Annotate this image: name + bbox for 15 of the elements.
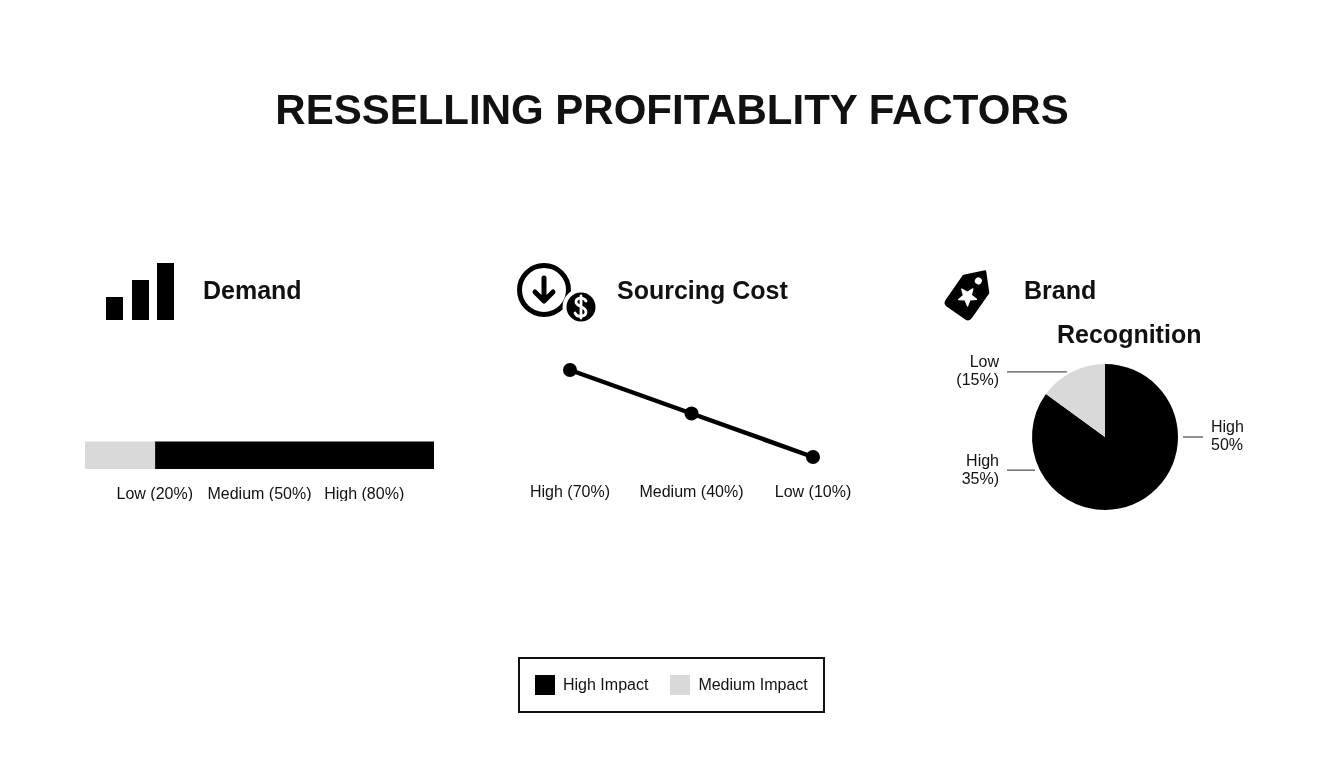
legend-label: Medium Impact [698, 676, 808, 694]
data-label: Medium (40%) [639, 483, 744, 501]
data-label: High (70%) [529, 483, 611, 501]
text: RESSELLING PROFITABLITY FACTORS [274, 85, 1070, 135]
x-tick-label: Low (20%) [116, 484, 194, 502]
legend-label: High Impact [563, 676, 649, 694]
chart-subtitle: Demand [203, 275, 302, 306]
x-tick-label: Medium (50%) [207, 484, 312, 502]
slice-label: High 35%) [961, 451, 999, 487]
x-tick-label: High (80%) [324, 484, 405, 502]
data-label: Low (10%) [774, 483, 852, 501]
slice-label: Low (15%) [956, 353, 1000, 389]
chart-title: Sourcing Cost [617, 275, 788, 306]
slice-label: High 50% [1211, 418, 1244, 454]
chart-title: Brand Recognition [1024, 275, 1203, 350]
